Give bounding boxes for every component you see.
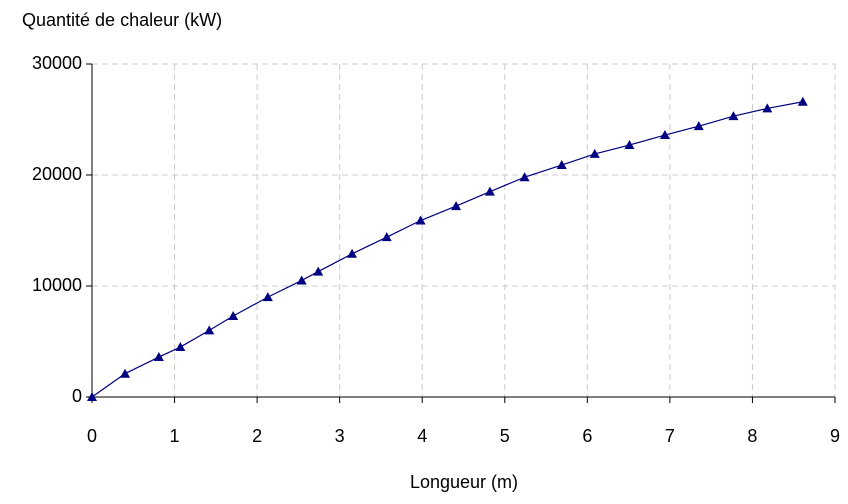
marker: [484, 186, 495, 196]
y-tick-label: 20000: [32, 164, 82, 184]
x-tick-label: 0: [87, 426, 97, 446]
marker: [262, 292, 273, 302]
y-tick-label: 0: [72, 386, 82, 406]
marker: [728, 111, 739, 121]
y-tick-label: 30000: [32, 53, 82, 73]
x-tick-label: 5: [500, 426, 510, 446]
marker: [797, 96, 808, 106]
marker: [87, 392, 97, 401]
marker: [693, 121, 704, 131]
marker: [762, 103, 773, 113]
y-axis-label: Quantité de chaleur (kW): [22, 10, 222, 30]
marker: [313, 266, 324, 276]
marker: [120, 368, 131, 378]
marker: [381, 232, 392, 242]
marker: [347, 248, 358, 258]
x-tick-label: 7: [665, 426, 675, 446]
marker: [175, 342, 186, 352]
y-tick-label: 10000: [32, 275, 82, 295]
x-axis-label: Longueur (m): [410, 472, 518, 492]
x-tick-label: 1: [170, 426, 180, 446]
x-tick-label: 4: [417, 426, 427, 446]
x-tick-label: 9: [830, 426, 840, 446]
x-tick-label: 2: [252, 426, 262, 446]
marker: [624, 140, 635, 150]
marker: [589, 148, 600, 158]
x-tick-label: 6: [582, 426, 592, 446]
line: [91, 101, 803, 398]
marker: [556, 160, 567, 170]
x-tick-label: 8: [747, 426, 757, 446]
marker: [659, 130, 670, 140]
x-tick-label: 3: [335, 426, 345, 446]
marker: [296, 275, 307, 285]
marker: [415, 215, 426, 225]
marker: [451, 201, 462, 211]
marker: [153, 352, 164, 362]
marker: [519, 172, 530, 182]
marker: [204, 325, 215, 335]
marker: [228, 310, 239, 320]
